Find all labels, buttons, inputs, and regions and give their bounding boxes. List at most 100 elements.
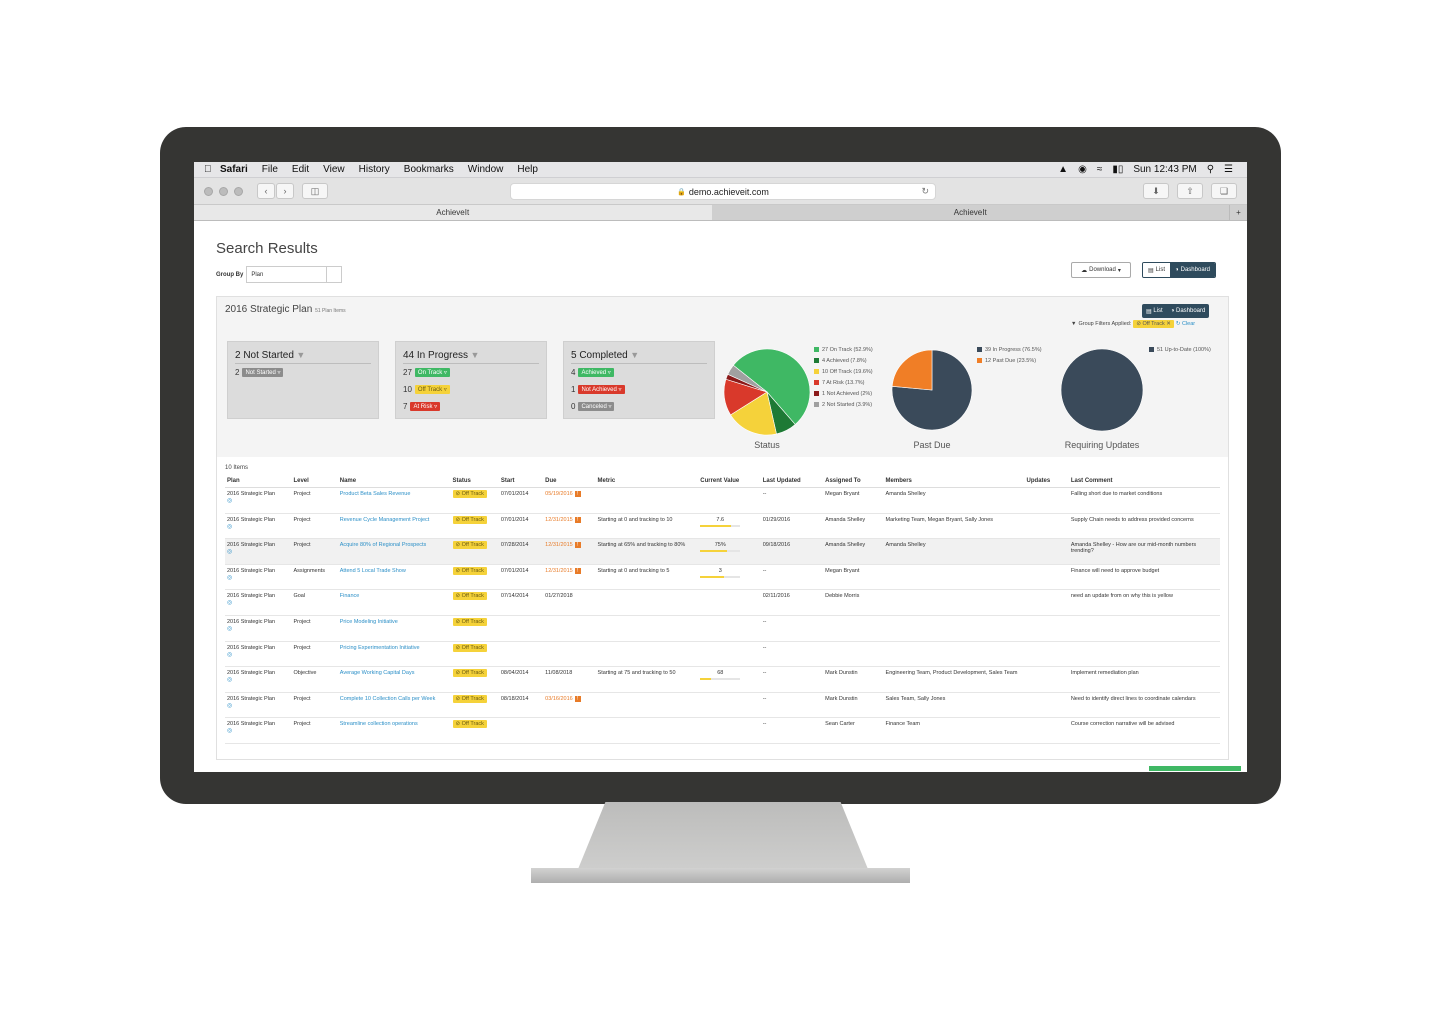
apple-icon[interactable]:  xyxy=(204,164,220,175)
status-badge[interactable]: ⊘ Off Track xyxy=(452,541,487,550)
filter-icon[interactable]: ▼ xyxy=(293,350,306,360)
item-name-link[interactable]: Product Beta Sales Revenue xyxy=(339,491,411,497)
status-badge[interactable]: ⊘ Off Track xyxy=(452,490,487,498)
current-value[interactable]: 75% xyxy=(700,542,741,553)
item-name-link[interactable]: Price Modeling Initiative xyxy=(339,618,398,625)
plan-link-icon[interactable]: ◎ xyxy=(227,600,233,607)
back-button[interactable]: ‹ xyxy=(257,183,275,199)
status-badge[interactable]: ⊘ Off Track xyxy=(452,566,487,575)
upload-status-icon[interactable]: ▲ xyxy=(1058,164,1069,175)
table-row[interactable]: 2016 Strategic Plan ◎ Project Acquire 80% o… xyxy=(225,538,1220,565)
zoom-window-button[interactable] xyxy=(234,186,243,196)
status-badge[interactable]: ⊘ Off Track xyxy=(452,694,487,703)
column-header[interactable]: Members xyxy=(883,475,1025,488)
status-card-row[interactable]: 10 Off Track ▿ xyxy=(403,385,450,394)
table-row[interactable]: 2016 Strategic Plan ◎ Goal Finance ⊘ Off Tra… xyxy=(225,589,1220,616)
notification-center-icon[interactable]: ☰ xyxy=(1224,164,1233,175)
group-by-select[interactable]: Plan xyxy=(246,266,343,283)
column-header[interactable]: Level xyxy=(291,475,338,488)
status-badge[interactable]: ⊘ Off Track xyxy=(452,515,487,524)
status-badge[interactable]: ⊘ Off Track xyxy=(452,643,487,652)
sidebar-toggle-icon[interactable]: ◫ xyxy=(302,183,328,199)
plan-link-icon[interactable]: ◎ xyxy=(227,549,233,556)
reload-icon[interactable]: ↻ xyxy=(921,186,929,196)
legend-item[interactable]: 12 Past Due (23.5%) xyxy=(977,356,1042,367)
legend-item[interactable]: 27 On Track (52.9%) xyxy=(814,345,873,356)
current-value[interactable]: 7.6 xyxy=(700,517,741,527)
tabs-overview-icon[interactable]: ❏ xyxy=(1211,183,1237,199)
item-name-link[interactable]: Finance xyxy=(339,593,360,600)
table-row[interactable]: 2016 Strategic Plan ◎ Project Pricing Exper… xyxy=(225,641,1220,668)
status-badge[interactable]: ⊘ Off Track xyxy=(452,617,487,626)
column-header[interactable]: Status xyxy=(450,475,499,488)
wifi-icon[interactable]: ≈ xyxy=(1096,164,1103,175)
pie-slice[interactable] xyxy=(891,349,933,391)
download-button[interactable]: ☁ Download ▾ xyxy=(1071,262,1131,278)
view-dashboard-button[interactable]: ◑ Dashboard xyxy=(1170,263,1215,277)
status-badge[interactable]: Off Track ▿ xyxy=(414,385,450,394)
status-card-row[interactable]: 1 Not Achieved ▿ xyxy=(571,385,625,394)
item-name-link[interactable]: Pricing Experimentation Initiative xyxy=(339,644,420,651)
menu-window[interactable]: Window xyxy=(467,164,504,175)
item-name-link[interactable]: Attend 5 Local Trade Show xyxy=(339,567,406,574)
tab-achieveit-2[interactable]: AchieveIt xyxy=(953,208,987,217)
filter-chip-off-track[interactable]: ⊘ Off Track ✕ xyxy=(1133,320,1174,328)
status-card-row[interactable]: 27 On Track ▿ xyxy=(403,368,450,377)
column-header[interactable]: Current Value xyxy=(698,475,761,488)
battery-icon[interactable]: ▮▯ xyxy=(1112,164,1124,175)
current-value[interactable]: 68 xyxy=(700,670,741,681)
plan-link-icon[interactable]: ◎ xyxy=(227,728,233,735)
table-row[interactable]: 2016 Strategic Plan ◎ Project Revenue Cycle… xyxy=(225,513,1220,540)
column-header[interactable]: Last Comment xyxy=(1068,475,1220,488)
table-row[interactable]: 2016 Strategic Plan ◎ Project Complete 10 C… xyxy=(225,692,1220,719)
spotlight-search-icon[interactable]: ⚲ xyxy=(1206,164,1215,175)
table-row[interactable]: 2016 Strategic Plan ◎ Objective Average Wor… xyxy=(225,666,1220,693)
filter-icon[interactable]: ▼ xyxy=(468,350,480,360)
share-icon[interactable]: ⇧ xyxy=(1177,183,1203,199)
table-row[interactable]: 2016 Strategic Plan ◎ Project Streamline co… xyxy=(225,717,1220,744)
item-name-link[interactable]: Revenue Cycle Management Project xyxy=(339,516,430,523)
menu-history[interactable]: History xyxy=(358,164,390,175)
menu-bookmarks[interactable]: Bookmarks xyxy=(403,164,454,175)
menubar-clock[interactable]: Sun 12:43 PM xyxy=(1133,164,1197,175)
legend-item[interactable]: 2 Not Started (3.9%) xyxy=(814,400,873,411)
panel-list-button[interactable]: ▤ List xyxy=(1142,304,1167,318)
plan-link-icon[interactable]: ◎ xyxy=(227,651,233,658)
address-bar[interactable]: 🔒 demo.achieveit.com ↻ xyxy=(510,183,936,200)
status-badge[interactable]: Not Achieved ▿ xyxy=(578,385,625,394)
menu-app-name[interactable]: Safari xyxy=(220,164,248,175)
table-row[interactable]: 2016 Strategic Plan ◎ Assignments Attend 5 … xyxy=(225,564,1220,591)
clear-filters-link[interactable]: ↻ Clear xyxy=(1175,321,1196,327)
status-badge[interactable]: ⊘ Off Track xyxy=(452,720,487,729)
close-window-button[interactable] xyxy=(204,186,213,196)
downloads-icon[interactable]: ⬇ xyxy=(1143,183,1169,199)
item-name-link[interactable]: Acquire 80% of Regional Prospects xyxy=(339,542,427,549)
tab-achieveit-1[interactable]: AchieveIt xyxy=(194,205,712,220)
column-header[interactable]: Metric xyxy=(595,475,699,488)
legend-item[interactable]: 4 Achieved (7.8%) xyxy=(814,356,873,367)
pie-slice[interactable] xyxy=(730,391,777,436)
status-card-row[interactable]: 2 Not Started ▿ xyxy=(235,368,284,377)
filter-icon[interactable]: ▼ xyxy=(627,350,640,360)
item-name-link[interactable]: Average Working Capital Days xyxy=(339,670,415,677)
legend-item[interactable]: 1 Not Achieved (2%) xyxy=(814,389,873,400)
column-header[interactable]: Plan xyxy=(225,475,292,488)
legend-item[interactable]: 10 Off Track (19.6%) xyxy=(814,367,873,378)
pie-slice[interactable] xyxy=(727,364,768,393)
status-badge[interactable]: At Risk ▿ xyxy=(410,402,441,411)
status-badge[interactable]: On Track ▿ xyxy=(414,368,450,377)
item-name-link[interactable]: Streamline collection operations xyxy=(339,721,418,728)
menu-file[interactable]: File xyxy=(261,164,278,175)
plan-link-icon[interactable]: ◎ xyxy=(227,523,233,530)
column-header[interactable]: Updates xyxy=(1024,475,1069,488)
status-badge[interactable]: Achieved ▿ xyxy=(578,368,614,377)
status-card-row[interactable]: 7 At Risk ▿ xyxy=(403,402,441,411)
current-value[interactable]: 3 xyxy=(700,568,741,578)
plan-link-icon[interactable]: ◎ xyxy=(227,574,233,581)
column-header[interactable]: Start xyxy=(498,475,544,488)
menu-help[interactable]: Help xyxy=(517,164,538,175)
new-tab-icon[interactable]: + xyxy=(1229,205,1247,220)
panel-dashboard-button[interactable]: ◑ Dashboard xyxy=(1167,304,1210,318)
pie-slice[interactable] xyxy=(1060,348,1144,432)
item-name-link[interactable]: Complete 10 Collection Calls per Week xyxy=(339,695,436,702)
